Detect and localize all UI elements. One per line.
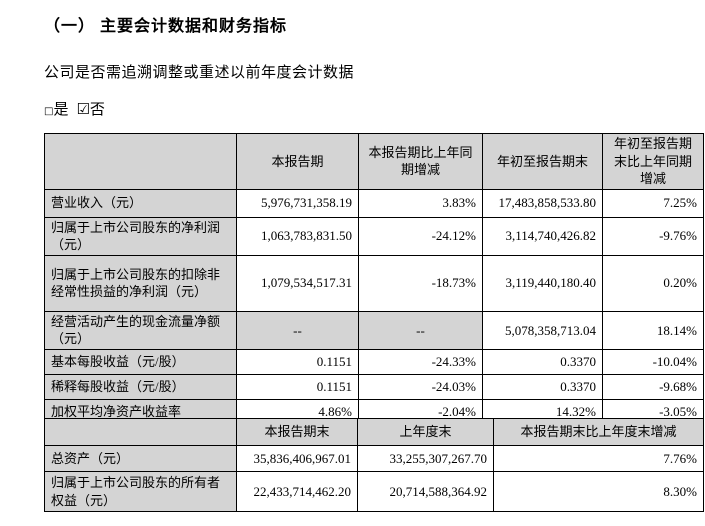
- column-header: 年初至报告期末: [482, 133, 603, 190]
- value-cell: -18.73%: [358, 254, 483, 312]
- row-label: 经营活动产生的现金流量净额（元）: [44, 310, 237, 350]
- value-cell: 7.25%: [602, 188, 704, 218]
- value-cell: 22,433,714,462.20: [236, 471, 358, 512]
- value-cell: 7.76%: [493, 445, 704, 472]
- table-row: 总资产（元） 35,836,406,967.01 33,255,307,267.…: [44, 445, 704, 472]
- value-cell: 20,714,588,364.92: [357, 471, 494, 512]
- value-cell: 35,836,406,967.01: [236, 445, 358, 472]
- row-label: 营业收入（元）: [44, 188, 237, 218]
- table-row: 归属于上市公司股东的所有者权益（元） 22,433,714,462.20 20,…: [44, 471, 704, 512]
- column-header: 上年度末: [357, 418, 494, 446]
- section-title: （一） 主要会计数据和财务指标: [44, 18, 288, 35]
- value-cell: 5,078,358,713.04: [482, 310, 603, 350]
- corner-cell: [44, 418, 237, 446]
- table-row: 稀释每股收益（元/股） 0.1151 -24.03% 0.3370 -9.68%: [44, 373, 704, 400]
- table-header-row: 本报告期末 上年度末 本报告期末比上年度末增减: [44, 418, 704, 446]
- column-header: 本报告期比上年同期增减: [358, 133, 483, 190]
- value-cell: 33,255,307,267.70: [357, 445, 494, 472]
- table-row: 归属于上市公司股东的扣除非经常性损益的净利润（元） 1,079,534,517.…: [44, 254, 704, 312]
- value-cell: 8.30%: [493, 471, 704, 512]
- row-label: 总资产（元）: [44, 445, 237, 472]
- table-row: 基本每股收益（元/股） 0.1151 -24.33% 0.3370 -10.04…: [44, 348, 704, 375]
- table-row: 归属于上市公司股东的净利润（元） 1,063,783,831.50 -24.12…: [44, 216, 704, 256]
- row-label: 归属于上市公司股东的所有者权益（元）: [44, 471, 237, 512]
- value-cell: --: [358, 310, 483, 350]
- value-cell: 0.1151: [236, 348, 359, 375]
- restatement-question: 公司是否需追溯调整或重述以前年度会计数据: [44, 65, 355, 81]
- financial-indicators-table: 本报告期 本报告期比上年同期增减 年初至报告期末 年初至报告期末比上年同期增减 …: [44, 133, 704, 425]
- row-label: 归属于上市公司股东的扣除非经常性损益的净利润（元）: [44, 254, 237, 312]
- yes-no-choices: □是 ☑否: [44, 98, 105, 119]
- column-header: 本报告期末: [236, 418, 358, 446]
- value-cell: -24.12%: [358, 216, 483, 256]
- value-cell: 3.83%: [358, 188, 483, 218]
- table-row: 营业收入（元） 5,976,731,358.19 3.83% 17,483,85…: [44, 188, 704, 218]
- value-cell: 1,063,783,831.50: [236, 216, 359, 256]
- balance-items-table: 本报告期末 上年度末 本报告期末比上年度末增减 总资产（元） 35,836,40…: [44, 418, 704, 512]
- value-cell: 1,079,534,517.31: [236, 254, 359, 312]
- table-header-row: 本报告期 本报告期比上年同期增减 年初至报告期末 年初至报告期末比上年同期增减: [44, 133, 704, 190]
- row-label: 基本每股收益（元/股）: [44, 348, 237, 375]
- column-header: 本报告期末比上年度末增减: [493, 418, 704, 446]
- value-cell: 0.20%: [602, 254, 704, 312]
- value-cell: --: [236, 310, 359, 350]
- corner-cell: [44, 133, 237, 190]
- value-cell: 5,976,731,358.19: [236, 188, 359, 218]
- table-row: 经营活动产生的现金流量净额（元） -- -- 5,078,358,713.04 …: [44, 310, 704, 350]
- column-header: 年初至报告期末比上年同期增减: [602, 133, 704, 190]
- row-label: 稀释每股收益（元/股）: [44, 373, 237, 400]
- choice-no-label: 否: [89, 102, 105, 118]
- value-cell: 3,114,740,426.82: [482, 216, 603, 256]
- choice-yes-label: 是: [53, 102, 69, 118]
- value-cell: -24.33%: [358, 348, 483, 375]
- checkbox-checked-icon: ☑: [76, 100, 90, 118]
- value-cell: -9.76%: [602, 216, 704, 256]
- value-cell: -9.68%: [602, 373, 704, 400]
- value-cell: -24.03%: [358, 373, 483, 400]
- checkbox-unchecked-icon: □: [44, 106, 54, 117]
- value-cell: -10.04%: [602, 348, 704, 375]
- column-header: 本报告期: [236, 133, 359, 190]
- row-label: 归属于上市公司股东的净利润（元）: [44, 216, 237, 256]
- value-cell: 0.1151: [236, 373, 359, 400]
- value-cell: 0.3370: [482, 348, 603, 375]
- value-cell: 18.14%: [602, 310, 704, 350]
- value-cell: 0.3370: [482, 373, 603, 400]
- value-cell: 17,483,858,533.80: [482, 188, 603, 218]
- value-cell: 3,119,440,180.40: [482, 254, 603, 312]
